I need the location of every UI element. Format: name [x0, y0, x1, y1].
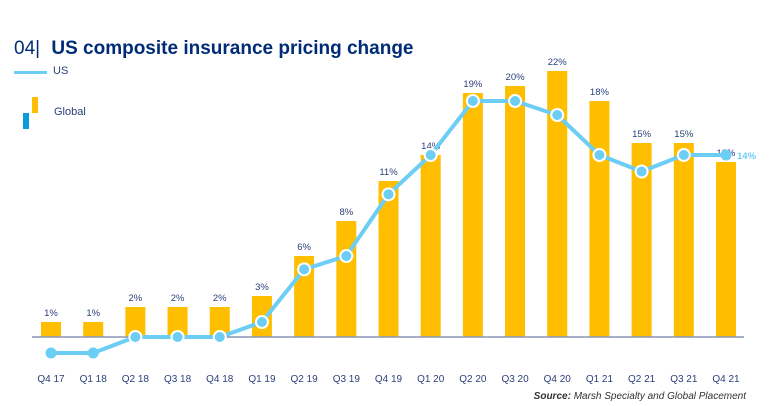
x-tick-label: Q2 19 — [291, 374, 319, 385]
bar-global — [167, 307, 188, 337]
bar-data-label: 14% — [421, 141, 441, 152]
us-end-label: 14% — [737, 151, 757, 162]
legend-global-bar-icon — [32, 97, 38, 113]
bar-global — [673, 143, 694, 337]
us-data-point — [423, 148, 438, 162]
x-tick-label: Q4 18 — [206, 374, 234, 385]
bar-label-group: 1% 1% 2% 2% 2% 3% 6% 8% 11% 14% 19% 20% 22% 18% 15% 15%… — [44, 57, 736, 319]
bar-global — [41, 322, 61, 337]
x-tick-label: Q2 21 — [628, 374, 656, 385]
us-data-point — [128, 330, 143, 344]
x-tick-label: Q1 21 — [586, 374, 614, 385]
source-text: Marsh Specialty and Global Placement — [573, 391, 746, 402]
x-tick-label: Q3 21 — [670, 374, 698, 385]
bar-data-label: 22% — [548, 57, 568, 68]
bar-data-label: 3% — [255, 282, 269, 293]
bar-global — [83, 322, 104, 337]
us-data-point — [87, 347, 99, 359]
source-note: Source: Marsh Specialty and Global Place… — [534, 391, 746, 402]
bar-global — [420, 155, 441, 337]
bar-global — [378, 181, 399, 337]
bar-global — [336, 221, 357, 337]
us-data-point — [339, 249, 354, 263]
title-separator: | — [35, 38, 41, 59]
us-data-point — [720, 149, 732, 161]
x-tick-label: Q1 18 — [80, 374, 108, 385]
bar-group — [41, 71, 736, 337]
x-tick-label: Q1 19 — [248, 374, 276, 385]
us-data-point — [170, 330, 185, 344]
bar-global — [209, 307, 230, 337]
us-data-point — [297, 262, 312, 277]
legend-global-bar-icon-blue — [23, 113, 29, 129]
x-tick-label: Q4 20 — [544, 374, 572, 385]
bar-global — [589, 101, 610, 337]
us-data-point — [45, 347, 57, 359]
x-tick-label-group: Q4 17 Q1 18 Q2 18 Q3 18 Q4 18 Q1 19 Q2 19 Q3 19… — [37, 374, 740, 385]
us-point-group — [45, 94, 732, 359]
bar-data-label: 15% — [632, 129, 652, 140]
bar-data-label: 19% — [463, 79, 483, 90]
bar-data-label: 6% — [297, 242, 311, 253]
bar-global — [462, 93, 483, 337]
chart-number: 04 — [14, 38, 36, 59]
chart-title-text: US composite insurance pricing change — [51, 38, 414, 59]
legend-us-line-icon — [14, 71, 47, 74]
legend-us-label: US — [53, 65, 69, 77]
bar-data-label: 1% — [44, 308, 58, 319]
us-data-point — [254, 315, 269, 329]
bar-data-label: 11% — [379, 167, 398, 178]
bar-global — [505, 86, 526, 337]
us-data-point — [465, 94, 480, 108]
us-data-point — [212, 330, 227, 344]
us-data-point — [676, 148, 691, 162]
bar-data-label: 15% — [674, 129, 694, 140]
x-tick-label: Q3 20 — [501, 374, 529, 385]
x-tick-label: Q3 18 — [164, 374, 192, 385]
us-data-point — [381, 187, 396, 202]
x-tick-label: Q1 20 — [417, 374, 445, 385]
bar-data-label: 2% — [213, 293, 227, 304]
x-tick-label: Q2 20 — [459, 374, 487, 385]
us-data-point — [592, 148, 607, 162]
bar-global — [631, 143, 652, 337]
source-label: Source: — [533, 391, 571, 402]
bar-data-label: 18% — [590, 87, 610, 98]
bar-data-label: 2% — [129, 293, 143, 304]
x-tick-label: Q4 19 — [375, 374, 403, 385]
bar-global — [547, 71, 568, 337]
legend-global-label: Global — [54, 106, 86, 118]
us-data-point — [550, 108, 565, 122]
x-tick-label: Q3 19 — [333, 374, 361, 385]
bar-data-label: 8% — [339, 207, 353, 218]
x-tick-label: Q4 21 — [712, 374, 740, 385]
bar-global — [125, 307, 146, 337]
x-tick-label: Q2 18 — [122, 374, 150, 385]
bar-data-label: 2% — [171, 293, 185, 304]
x-tick-label: Q4 17 — [37, 374, 65, 385]
bar-data-label: 20% — [506, 72, 526, 83]
bar-data-label: 1% — [86, 308, 100, 319]
us-data-point — [634, 164, 649, 179]
chart-title: 04| US composite insurance pricing chang… — [14, 38, 414, 60]
bar-global — [716, 162, 736, 337]
us-data-point — [508, 94, 523, 108]
